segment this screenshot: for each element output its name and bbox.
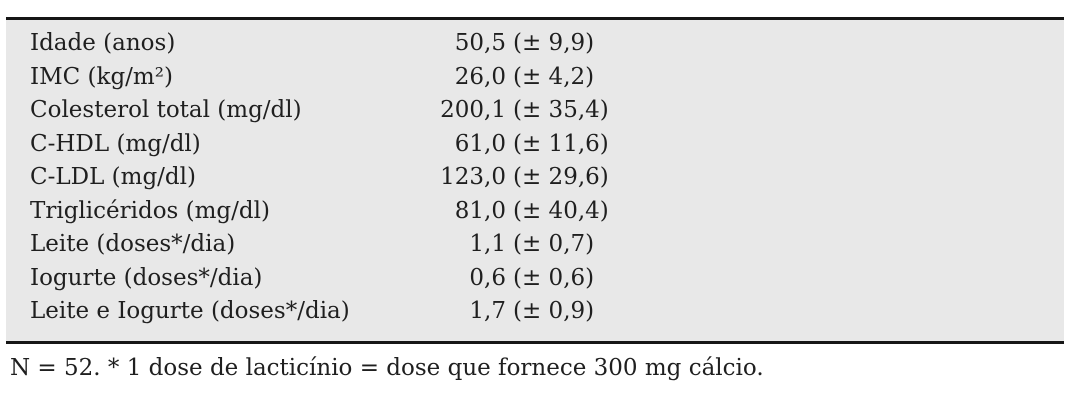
- row-label: Idade (anos): [30, 30, 176, 56]
- table-row: C-LDL (mg/dl) 123,0 (± 29,6): [6, 161, 1064, 195]
- row-value: 0,6: [469, 264, 506, 291]
- table-row: Idade (anos) 50,5 (± 9,9): [6, 27, 1064, 61]
- table-row: IMC (kg/m²) 26,0 (± 4,2): [6, 61, 1064, 95]
- table-row: Triglicéridos (mg/dl) 81,0 (± 40,4): [6, 195, 1064, 229]
- row-sd: (± 35,4): [513, 97, 609, 123]
- summary-table: Idade (anos) 50,5 (± 9,9) IMC (kg/m²) 26…: [6, 17, 1064, 344]
- row-label: C-LDL (mg/dl): [30, 164, 196, 190]
- table-footnote: N = 52. * 1 dose de lacticínio = dose qu…: [10, 354, 764, 381]
- row-value: 61,0: [454, 130, 506, 157]
- table-row: Iogurte (doses*/dia) 0,6 (± 0,6): [6, 262, 1064, 296]
- row-sd: (± 40,4): [513, 197, 609, 224]
- row-sd: (± 29,6): [513, 164, 609, 190]
- row-value: 1,7: [469, 298, 506, 324]
- table-row: C-HDL (mg/dl) 61,0 (± 11,6): [6, 128, 1064, 162]
- row-label: Iogurte (doses*/dia): [30, 264, 263, 291]
- row-label: Colesterol total (mg/dl): [30, 97, 302, 123]
- row-value: 1,1: [469, 231, 506, 257]
- row-sd: (± 0,9): [513, 298, 595, 324]
- row-sd: (± 11,6): [513, 130, 609, 157]
- row-value: 50,5: [454, 30, 506, 56]
- row-label: C-HDL (mg/dl): [30, 130, 201, 157]
- row-value: 200,1: [440, 97, 506, 123]
- table-row: Leite (doses*/dia) 1,1 (± 0,7): [6, 228, 1064, 262]
- row-label: Leite (doses*/dia): [30, 231, 236, 257]
- row-label: IMC (kg/m²): [30, 63, 173, 90]
- row-label: Triglicéridos (mg/dl): [30, 197, 270, 224]
- row-value: 26,0: [454, 63, 506, 90]
- table-body: Idade (anos) 50,5 (± 9,9) IMC (kg/m²) 26…: [6, 27, 1064, 329]
- row-value: 81,0: [454, 197, 506, 224]
- row-sd: (± 0,7): [513, 231, 595, 257]
- row-sd: (± 4,2): [513, 63, 595, 90]
- row-sd: (± 9,9): [513, 30, 595, 56]
- row-value: 123,0: [440, 164, 506, 190]
- table-row: Colesterol total (mg/dl) 200,1 (± 35,4): [6, 94, 1064, 128]
- row-label: Leite e Iogurte (doses*/dia): [30, 298, 350, 324]
- table-row: Leite e Iogurte (doses*/dia) 1,7 (± 0,9): [6, 295, 1064, 329]
- row-sd: (± 0,6): [513, 264, 595, 291]
